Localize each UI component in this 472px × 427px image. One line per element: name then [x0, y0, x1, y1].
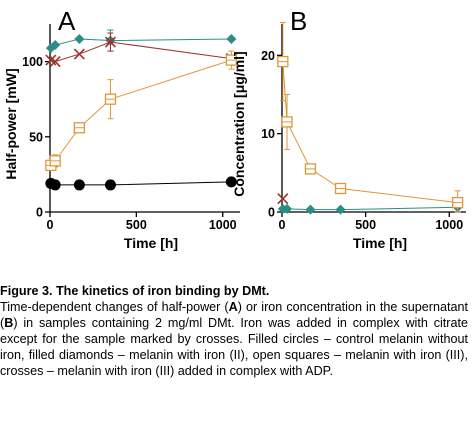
- x-axis-label: Time [h]: [353, 235, 407, 251]
- data-point: [49, 179, 61, 191]
- x-tick-label: 500: [355, 218, 376, 232]
- caption-title: Figure 3. The kinetics of iron binding b…: [0, 284, 270, 298]
- caption-panel-ref-a: A: [228, 300, 238, 314]
- series-line: [282, 61, 458, 204]
- y-axis-label: Concentration [μg/ml]: [231, 51, 247, 196]
- x-tick-label: 1000: [435, 218, 463, 232]
- figure-caption: Figure 3. The kinetics of iron binding b…: [0, 283, 468, 379]
- data-point: [277, 193, 289, 205]
- data-point: [282, 203, 293, 214]
- y-axis-label: Half-power [mW]: [3, 68, 19, 179]
- x-tick-label: 0: [47, 218, 54, 232]
- series-cross: [45, 32, 237, 68]
- chart-panel-a: 0 500 1000 0 50 100 Time [h] Half-power [mW] A: [3, 6, 240, 251]
- series-diamond: [277, 202, 463, 215]
- data-point: [335, 204, 346, 215]
- y-tick-label: 0: [268, 206, 275, 220]
- y-tick-label: 20: [261, 49, 275, 63]
- data-point: [305, 204, 316, 215]
- caption-text-3: ) in samples containing 2 mg/ml DMt. Iro…: [0, 316, 468, 378]
- data-point: [74, 34, 85, 45]
- figure: 0 500 1000 0 50 100 Time [h] Half-power [mW] A 0 5…: [3, 6, 466, 251]
- y-tick-label: 10: [261, 127, 275, 141]
- x-tick-label: 1000: [209, 218, 237, 232]
- y-tick-label: 100: [22, 55, 43, 69]
- caption-text-1: Time-dependent changes of half-power (: [0, 300, 229, 314]
- x-axis-label: Time [h]: [124, 235, 178, 251]
- panel-label: A: [58, 6, 76, 36]
- data-point: [49, 56, 61, 68]
- series-square: [277, 21, 464, 213]
- data-point: [50, 40, 61, 51]
- data-point: [73, 48, 85, 60]
- series-square: [45, 50, 238, 172]
- data-point: [104, 36, 117, 48]
- chart-panel-b: 0 500 1000 0 10 20 Time [h] Concentration [μg/m…: [231, 6, 466, 251]
- series-circle: [45, 176, 237, 191]
- series-line: [50, 59, 232, 166]
- x-tick-label: 500: [126, 218, 147, 232]
- series-cross: [277, 193, 289, 205]
- y-tick-label: 50: [29, 130, 43, 144]
- caption-panel-ref-b: B: [4, 316, 14, 330]
- y-tick-label: 0: [36, 206, 43, 220]
- panel-label: B: [290, 6, 307, 36]
- caption-body: Time-dependent changes of half-power (A)…: [0, 299, 468, 379]
- x-tick-label: 0: [279, 218, 286, 232]
- data-point: [226, 34, 237, 45]
- data-point: [73, 179, 85, 191]
- caption-text-2: ) or iron concentration in the supernata…: [0, 300, 468, 330]
- data-point: [225, 176, 237, 188]
- data-point: [104, 179, 116, 191]
